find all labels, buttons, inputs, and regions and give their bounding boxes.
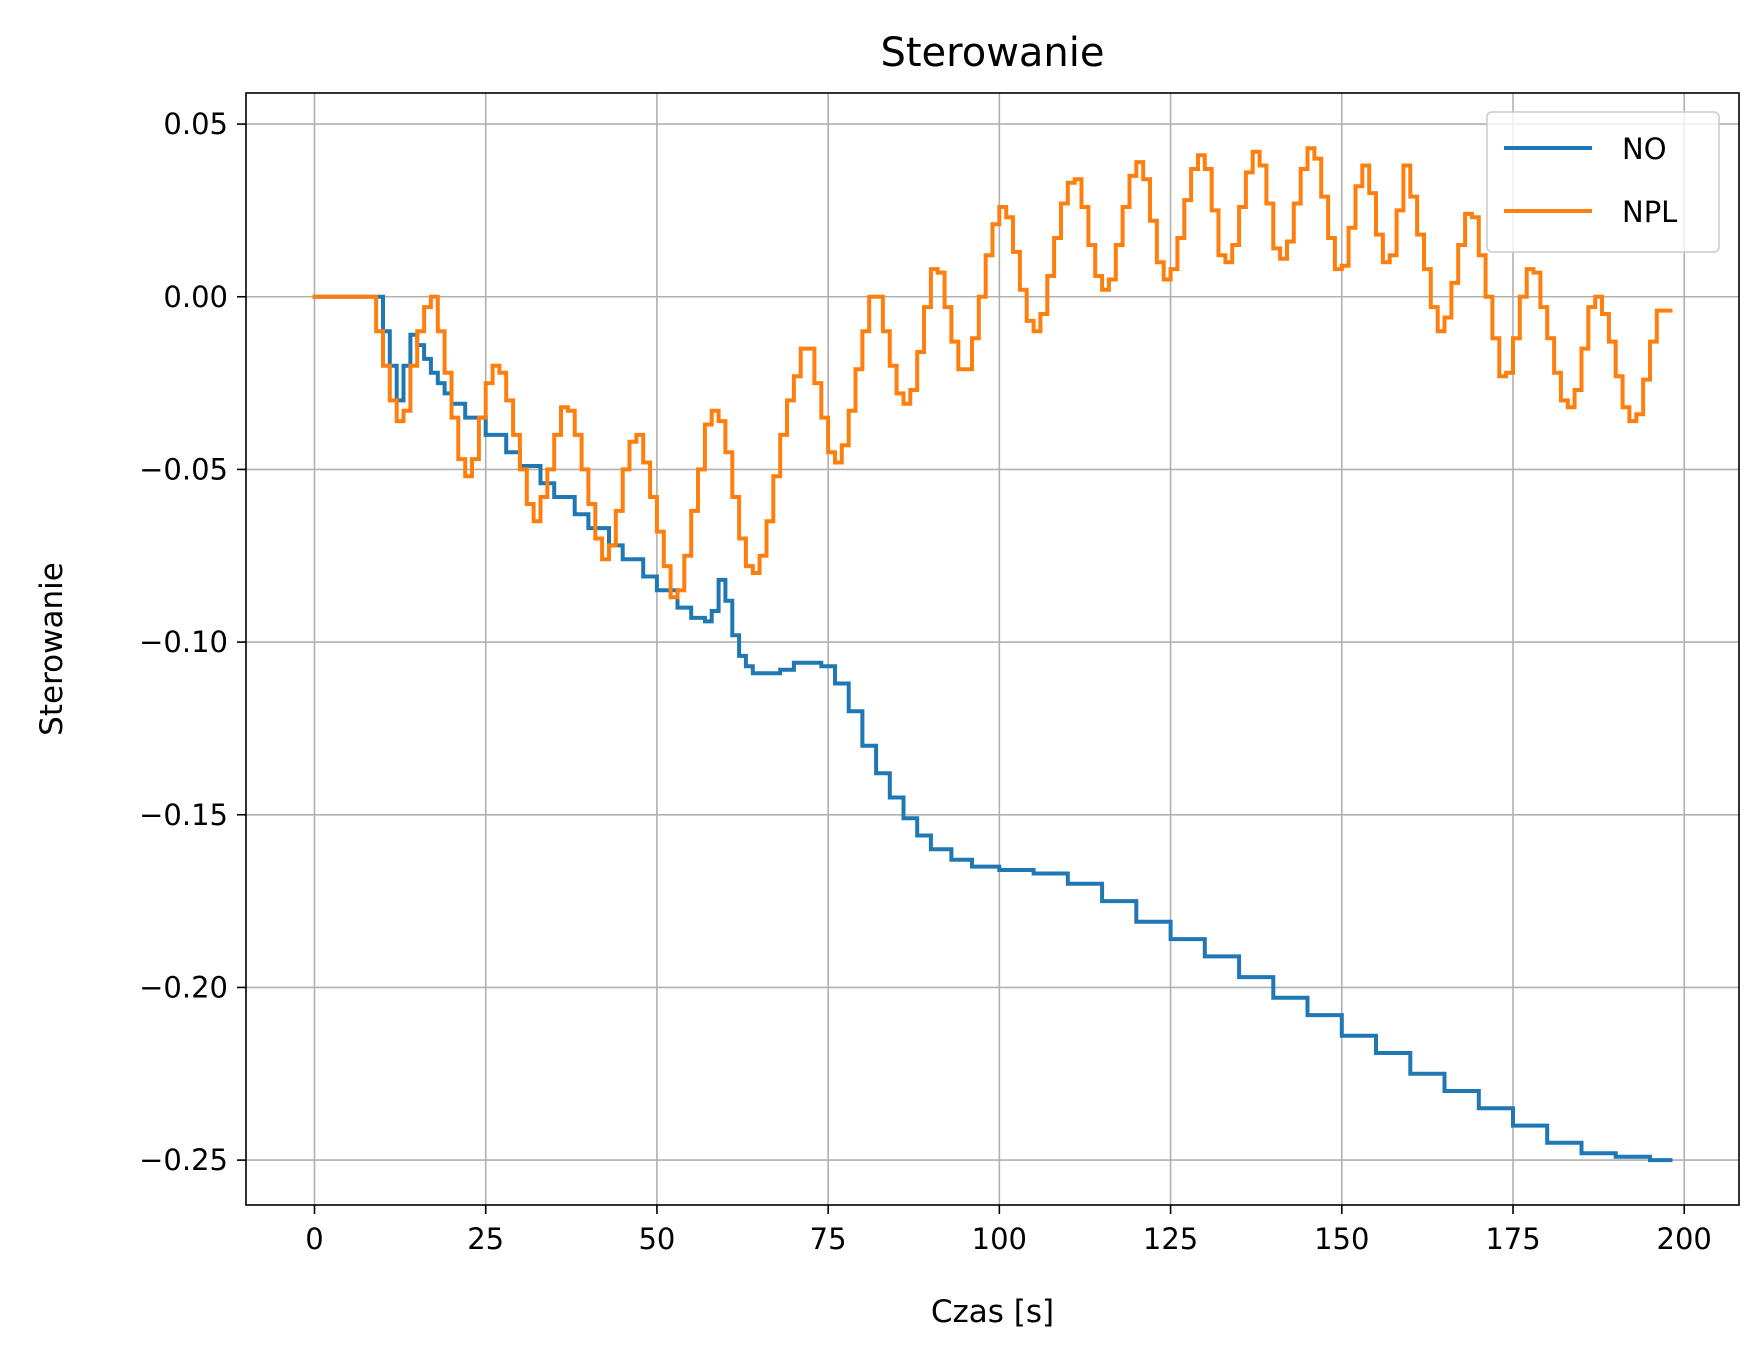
x-tick-label: 175: [1485, 1222, 1540, 1256]
y-tick-label: −0.20: [139, 970, 228, 1004]
y-tick-label: 0.00: [163, 280, 228, 314]
x-tick-label: 75: [810, 1222, 847, 1256]
x-tick-label: 100: [972, 1222, 1027, 1256]
y-tick-label: −0.10: [139, 625, 228, 659]
legend-label-npl: NPL: [1622, 195, 1677, 229]
x-tick-label: 50: [638, 1222, 675, 1256]
x-tick-label: 0: [305, 1222, 323, 1256]
series-group: [312, 146, 1673, 1163]
x-tick-label: 125: [1143, 1222, 1198, 1256]
x-tick-label: 200: [1657, 1222, 1712, 1256]
chart-title: Sterowanie: [880, 30, 1104, 76]
y-tick-label: −0.15: [139, 798, 228, 832]
y-tick-label: −0.05: [139, 452, 228, 486]
y-axis: 0.05 0.00 −0.05 −0.10 −0.15 −0.20 −0.25: [139, 107, 246, 1177]
y-axis-label: Sterowanie: [34, 562, 70, 736]
legend: NO NPL: [1486, 111, 1720, 253]
x-axis-label: Czas [s]: [931, 1294, 1054, 1330]
y-tick-label: −0.25: [139, 1143, 228, 1177]
plot-frame: [245, 92, 1740, 1206]
series-line-npl: [312, 146, 1673, 600]
legend-box: [1486, 111, 1720, 253]
x-tick-label: 25: [467, 1222, 504, 1256]
x-axis: 0 25 50 75 100 125 150 175 200: [305, 1205, 1712, 1256]
y-tick-label: 0.05: [163, 107, 228, 141]
x-tick-label: 150: [1314, 1222, 1369, 1256]
legend-label-no: NO: [1622, 132, 1667, 166]
